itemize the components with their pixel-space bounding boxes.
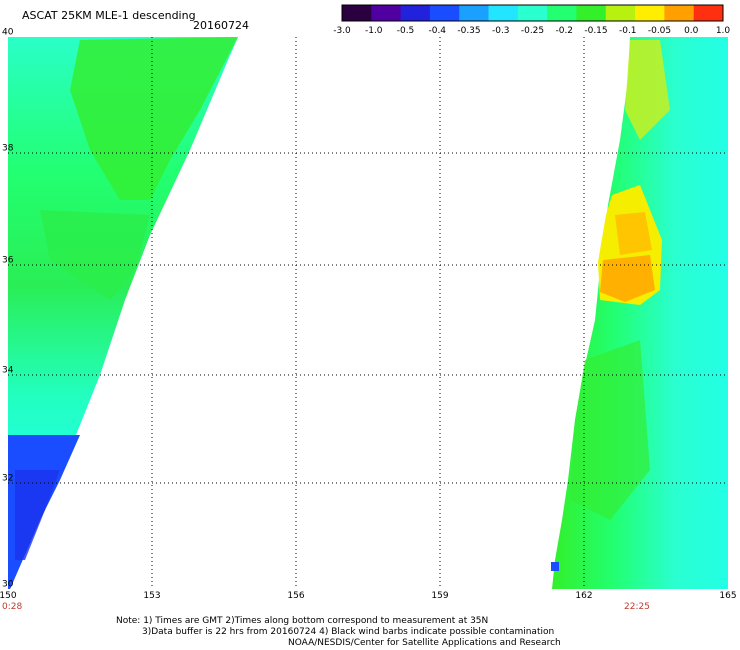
lon-label-153: 153 <box>143 591 161 601</box>
lat-label-30: 30 <box>2 579 14 590</box>
colorbar-swatch <box>371 5 402 21</box>
colorbar-swatch <box>517 5 548 21</box>
right-swath-yellowgreen <box>625 40 670 140</box>
lat-label-40: 40 <box>2 27 14 38</box>
footer-credit: NOAA/NESDIS/Center for Satellite Applica… <box>288 638 561 648</box>
colorbar-swatch <box>635 5 665 21</box>
right-swath-green <box>570 340 650 520</box>
lat-label-32: 32 <box>2 473 14 484</box>
colorbar-swatch <box>693 5 724 21</box>
chart-title: ASCAT 25KM MLE-1 descending <box>22 9 196 22</box>
time-left: 0:28 <box>2 602 23 612</box>
left-swath-blue-dark <box>15 470 60 560</box>
colorbar-swatch <box>400 5 431 21</box>
footer-note-2: 3)Data buffer is 22 hrs from 20160724 4)… <box>142 627 555 637</box>
time-right: 22:25 <box>624 602 650 612</box>
colorbar-swatch <box>342 5 372 21</box>
colorbar-label: -0.1 <box>618 26 637 36</box>
right-swath-blue-pixel <box>551 562 559 571</box>
lat-label-34: 34 <box>2 365 14 376</box>
colorbar-swatch <box>547 5 577 21</box>
colorbar-swatch <box>429 5 460 21</box>
lat-label-36: 36 <box>2 255 14 266</box>
colorbar-swatch <box>488 5 519 21</box>
colorbar-swatch <box>605 5 636 21</box>
colorbar-swatch <box>459 5 490 21</box>
colorbar-label: 0.0 <box>684 26 699 36</box>
colorbar-label: -0.4 <box>428 26 447 36</box>
colorbar-label: -3.0 <box>333 26 351 36</box>
colorbar-label: -0.5 <box>396 26 415 36</box>
left-swath-green-patch <box>70 37 238 200</box>
lon-label-165: 165 <box>719 591 737 601</box>
footer-note-1: Note: 1) Times are GMT 2)Times along bot… <box>116 616 489 626</box>
colorbar-swatch <box>664 5 695 21</box>
left-swath-green-mid <box>40 210 150 300</box>
colorbar-label: 1.0 <box>715 26 731 36</box>
lon-label-156: 156 <box>287 591 305 601</box>
chart-date: 20160724 <box>193 19 249 32</box>
lon-label-150: 150 <box>0 591 17 601</box>
colorbar <box>341 4 724 22</box>
colorbar-label: -0.15 <box>584 26 608 36</box>
colorbar-label: -0.05 <box>647 26 672 36</box>
lon-label-162: 162 <box>575 591 593 601</box>
lat-label-38: 38 <box>2 143 14 154</box>
colorbar-swatch <box>576 5 607 21</box>
colorbar-label: -0.3 <box>491 26 510 36</box>
colorbar-label: -0.2 <box>555 26 574 36</box>
right-swath-orange <box>600 255 655 302</box>
colorbar-label: -0.35 <box>457 26 481 36</box>
colorbar-label: -0.25 <box>520 26 545 36</box>
colorbar-label: -1.0 <box>364 26 383 36</box>
lon-label-159: 159 <box>431 591 449 601</box>
right-swath-orange-2 <box>615 212 652 255</box>
